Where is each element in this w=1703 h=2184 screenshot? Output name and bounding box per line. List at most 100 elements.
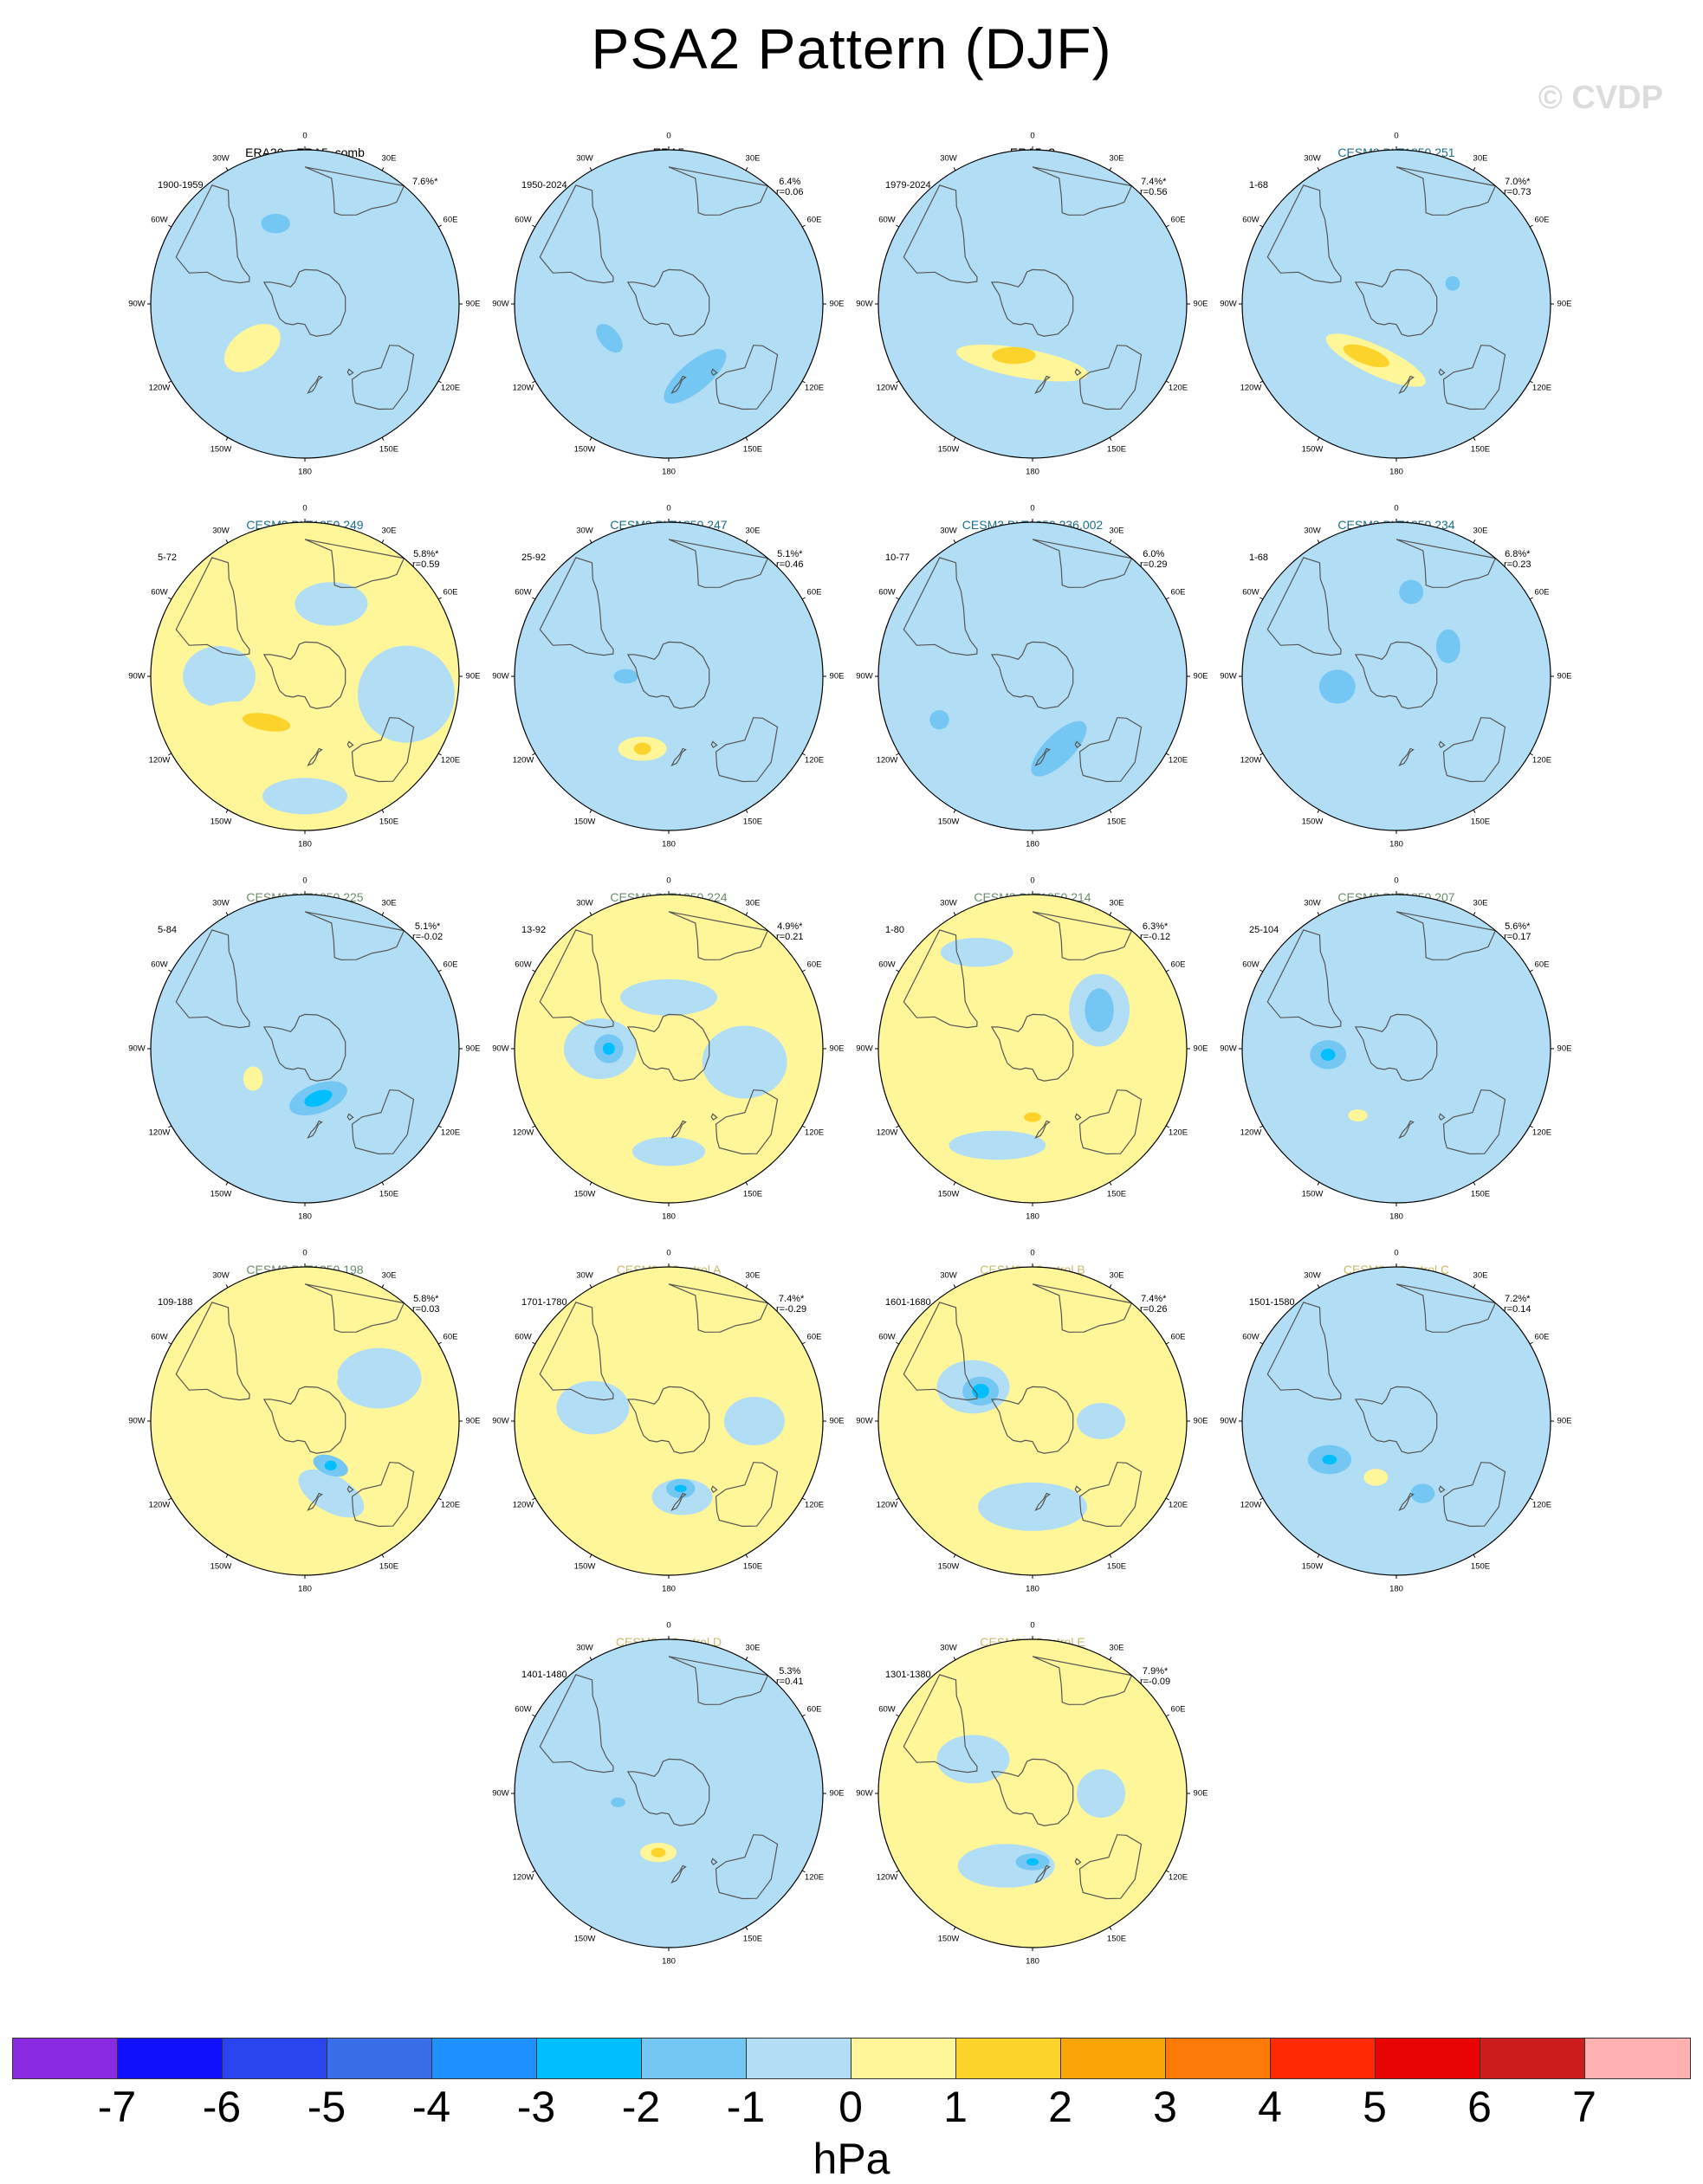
map-background xyxy=(1242,895,1551,1203)
lon-label: 120W xyxy=(1240,755,1262,766)
lon-label: 90E xyxy=(1557,1416,1572,1426)
coastline-antarctica xyxy=(626,268,710,337)
lon-tick xyxy=(437,1125,442,1128)
lon-label: 120W xyxy=(876,1500,898,1510)
variance-explained: 6.3%* xyxy=(1142,921,1169,932)
lon-tick xyxy=(745,1926,748,1930)
lon-label: 0 xyxy=(1030,1248,1035,1258)
lon-label: 0 xyxy=(1394,876,1399,886)
variance-explained: 7.4%* xyxy=(1141,1294,1167,1304)
lon-tick xyxy=(745,436,748,441)
colorbar-swatch xyxy=(1480,2039,1585,2078)
coastline-tasmania xyxy=(710,1113,718,1121)
anomaly-contour xyxy=(518,652,580,701)
coastline-new-zealand xyxy=(670,375,687,395)
lon-label: 180 xyxy=(662,1584,676,1594)
anomaly-contour xyxy=(602,1043,615,1055)
lon-label: 30E xyxy=(745,153,761,164)
lon-label: 120W xyxy=(148,755,171,766)
lon-label: 150E xyxy=(1106,1189,1127,1199)
lon-label: 120E xyxy=(1531,383,1552,393)
coastline-tasmania xyxy=(1074,1113,1082,1121)
pattern-correlation: r=0.46 xyxy=(776,559,804,570)
polar-map xyxy=(1239,1263,1554,1579)
anomaly-contour xyxy=(256,1455,276,1479)
variance-explained: 7.9%* xyxy=(1142,1666,1169,1677)
lon-tick xyxy=(225,809,229,813)
coastline-tasmania xyxy=(1438,1113,1446,1121)
coastline-africa xyxy=(668,166,769,216)
lon-tick xyxy=(1317,912,1320,916)
lon-tick xyxy=(381,1181,385,1186)
coastline-africa xyxy=(668,911,769,960)
lon-tick xyxy=(589,1181,592,1186)
coastline-new-zealand xyxy=(307,747,323,767)
lon-label: 0 xyxy=(1030,876,1035,886)
anomaly-contour xyxy=(295,582,368,626)
lon-label: 90E xyxy=(1557,671,1572,682)
coastline-tasmania xyxy=(1438,740,1446,749)
anomaly-contour xyxy=(623,416,715,458)
coastline-australia xyxy=(715,1834,779,1900)
lon-label: 150E xyxy=(1470,1189,1491,1199)
pattern-correlation: r=0.26 xyxy=(1140,1304,1168,1315)
anomaly-contour xyxy=(1026,1858,1039,1866)
lon-tick xyxy=(801,380,806,384)
map-panel: CESM3 BLT1850 198109-1885.8%*r=0.03030E6… xyxy=(128,1249,516,1626)
colorbar xyxy=(12,2038,1691,2079)
lon-label: 150W xyxy=(573,1934,596,1944)
lon-label: 30E xyxy=(381,153,397,164)
cvdp-watermark: © CVDP xyxy=(1538,80,1663,116)
lon-label: 30W xyxy=(576,526,593,536)
map-panel: CESM2 piControl B1601-16807.4%*r=0.26030… xyxy=(856,1249,1244,1626)
variance-explained: 5.6%* xyxy=(1505,921,1531,932)
lon-label: 90W xyxy=(492,1044,509,1054)
lon-label: 150E xyxy=(742,444,763,455)
coastline-new-zealand xyxy=(670,747,687,767)
lon-tick xyxy=(532,1125,536,1128)
coastline-africa xyxy=(1032,166,1133,216)
lon-label: 60W xyxy=(878,1704,896,1715)
lon-tick xyxy=(1109,436,1112,441)
lon-label: 30W xyxy=(212,1270,230,1281)
lon-label: 60E xyxy=(1534,587,1550,598)
colorbar-swatch xyxy=(327,2039,432,2078)
lon-label: 60W xyxy=(1242,1332,1259,1342)
lon-tick xyxy=(1165,597,1169,600)
colorbar-swatch xyxy=(432,2039,537,2078)
colorbar-swatch xyxy=(642,2039,747,2078)
anomaly-contour xyxy=(949,1130,1046,1160)
panel-years: 1401-1480 xyxy=(521,1670,567,1680)
anomaly-contour xyxy=(947,557,1015,618)
coastline-australia xyxy=(715,717,779,783)
lon-tick xyxy=(225,540,229,544)
map-panel: ERA51950-20246.4%r=0.06030E60E90E120E150… xyxy=(492,132,880,509)
lon-label: 120W xyxy=(876,383,898,393)
panel-stats: 6.0% r=0.29 xyxy=(1140,549,1168,570)
lon-tick xyxy=(1473,1181,1476,1186)
anomaly-contour xyxy=(716,292,754,352)
polar-map xyxy=(511,1263,826,1579)
lon-label: 120W xyxy=(512,1500,534,1510)
coastline-south-america xyxy=(903,184,978,284)
lon-tick xyxy=(1317,436,1320,441)
lon-label: 30E xyxy=(1473,153,1488,164)
anomaly-contour xyxy=(1318,669,1356,704)
anomaly-contour xyxy=(620,979,717,1016)
lon-tick xyxy=(532,969,536,972)
lon-label: 0 xyxy=(1030,1620,1035,1631)
anomaly-contour xyxy=(717,1763,791,1824)
lon-tick xyxy=(381,540,385,544)
lon-label: 150E xyxy=(1470,1561,1491,1572)
panel-years: 1501-1580 xyxy=(1249,1297,1295,1308)
panel-stats: 4.9%* r=0.21 xyxy=(776,921,804,942)
lon-tick xyxy=(1317,809,1320,813)
panel-stats: 7.2%* r=0.14 xyxy=(1504,1294,1531,1315)
panel-years: 1-80 xyxy=(885,925,905,935)
lon-tick xyxy=(437,1497,442,1501)
lon-tick xyxy=(589,167,592,171)
lon-tick xyxy=(168,753,172,756)
coastline-new-zealand xyxy=(670,1864,687,1884)
pattern-correlation: r=0.03 xyxy=(412,1304,440,1315)
lon-tick xyxy=(953,436,956,441)
